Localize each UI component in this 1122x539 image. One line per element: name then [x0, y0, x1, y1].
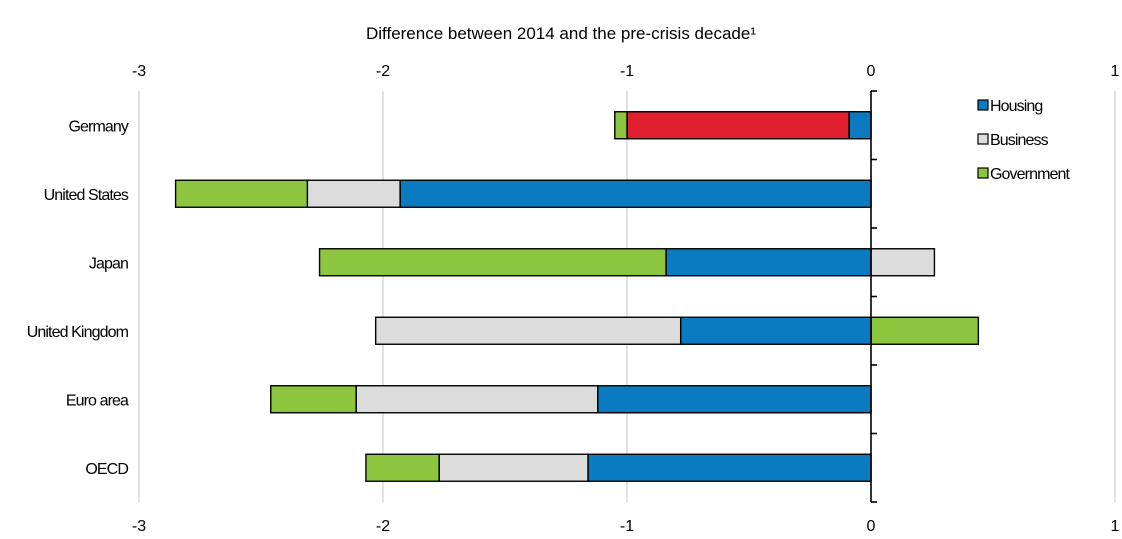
legend-label: Housing — [990, 98, 1042, 115]
axis-layer — [870, 90, 877, 503]
legend-label: Government — [990, 166, 1070, 183]
bar-segment — [270, 385, 357, 414]
bar-segment — [374, 316, 682, 345]
bar-segment — [306, 179, 401, 208]
x-tick-label-top: 0 — [867, 63, 876, 80]
x-tick-label-bottom: -1 — [620, 518, 634, 534]
grid-layer — [138, 91, 1116, 502]
bar-segment — [355, 385, 599, 414]
bar-segment — [870, 316, 980, 345]
x-tick-label-bottom: 0 — [867, 518, 876, 534]
bars-layer — [174, 111, 980, 482]
x-tick-label-top: -3 — [132, 63, 146, 80]
bar-segment — [318, 248, 667, 277]
chart-title: Difference between 2014 and the pre-cris… — [366, 24, 756, 43]
bar-segment — [679, 316, 872, 345]
category-label: Japan — [89, 255, 128, 272]
legend-label: Business — [990, 132, 1049, 149]
bar-segment — [626, 111, 850, 140]
bar-segment — [614, 111, 628, 140]
legend-swatch — [977, 99, 989, 111]
category-label: Euro area — [66, 392, 129, 409]
x-tick-label-top: -2 — [376, 63, 390, 80]
bar-segment — [365, 453, 440, 482]
labels-layer: -3 -3 -2 -2 -1 -1 0 0 1 1 Germany United States Japa… — [27, 63, 1120, 535]
category-label: United States — [44, 187, 129, 204]
x-tick-label-bottom: -2 — [376, 518, 390, 534]
bar-segment — [870, 248, 936, 277]
legend: Housing Business Government — [977, 98, 1071, 183]
x-tick-label-top: -1 — [620, 63, 634, 80]
category-label: OECD — [85, 461, 128, 478]
bar-segment — [399, 179, 872, 208]
bar-segment — [174, 179, 309, 208]
bar-segment — [597, 385, 872, 414]
x-tick-label-bottom: 1 — [1111, 518, 1120, 534]
x-tick-label-top: 1 — [1111, 63, 1120, 80]
x-tick-label-bottom: -3 — [132, 518, 146, 534]
category-label: United Kingdom — [27, 324, 129, 341]
legend-swatch — [977, 133, 989, 145]
bar-segment — [438, 453, 589, 482]
legend-swatch — [977, 167, 989, 179]
bar-segment — [665, 248, 872, 277]
bar-segment — [848, 111, 872, 140]
category-label: Germany — [69, 118, 129, 135]
bar-segment — [587, 453, 872, 482]
